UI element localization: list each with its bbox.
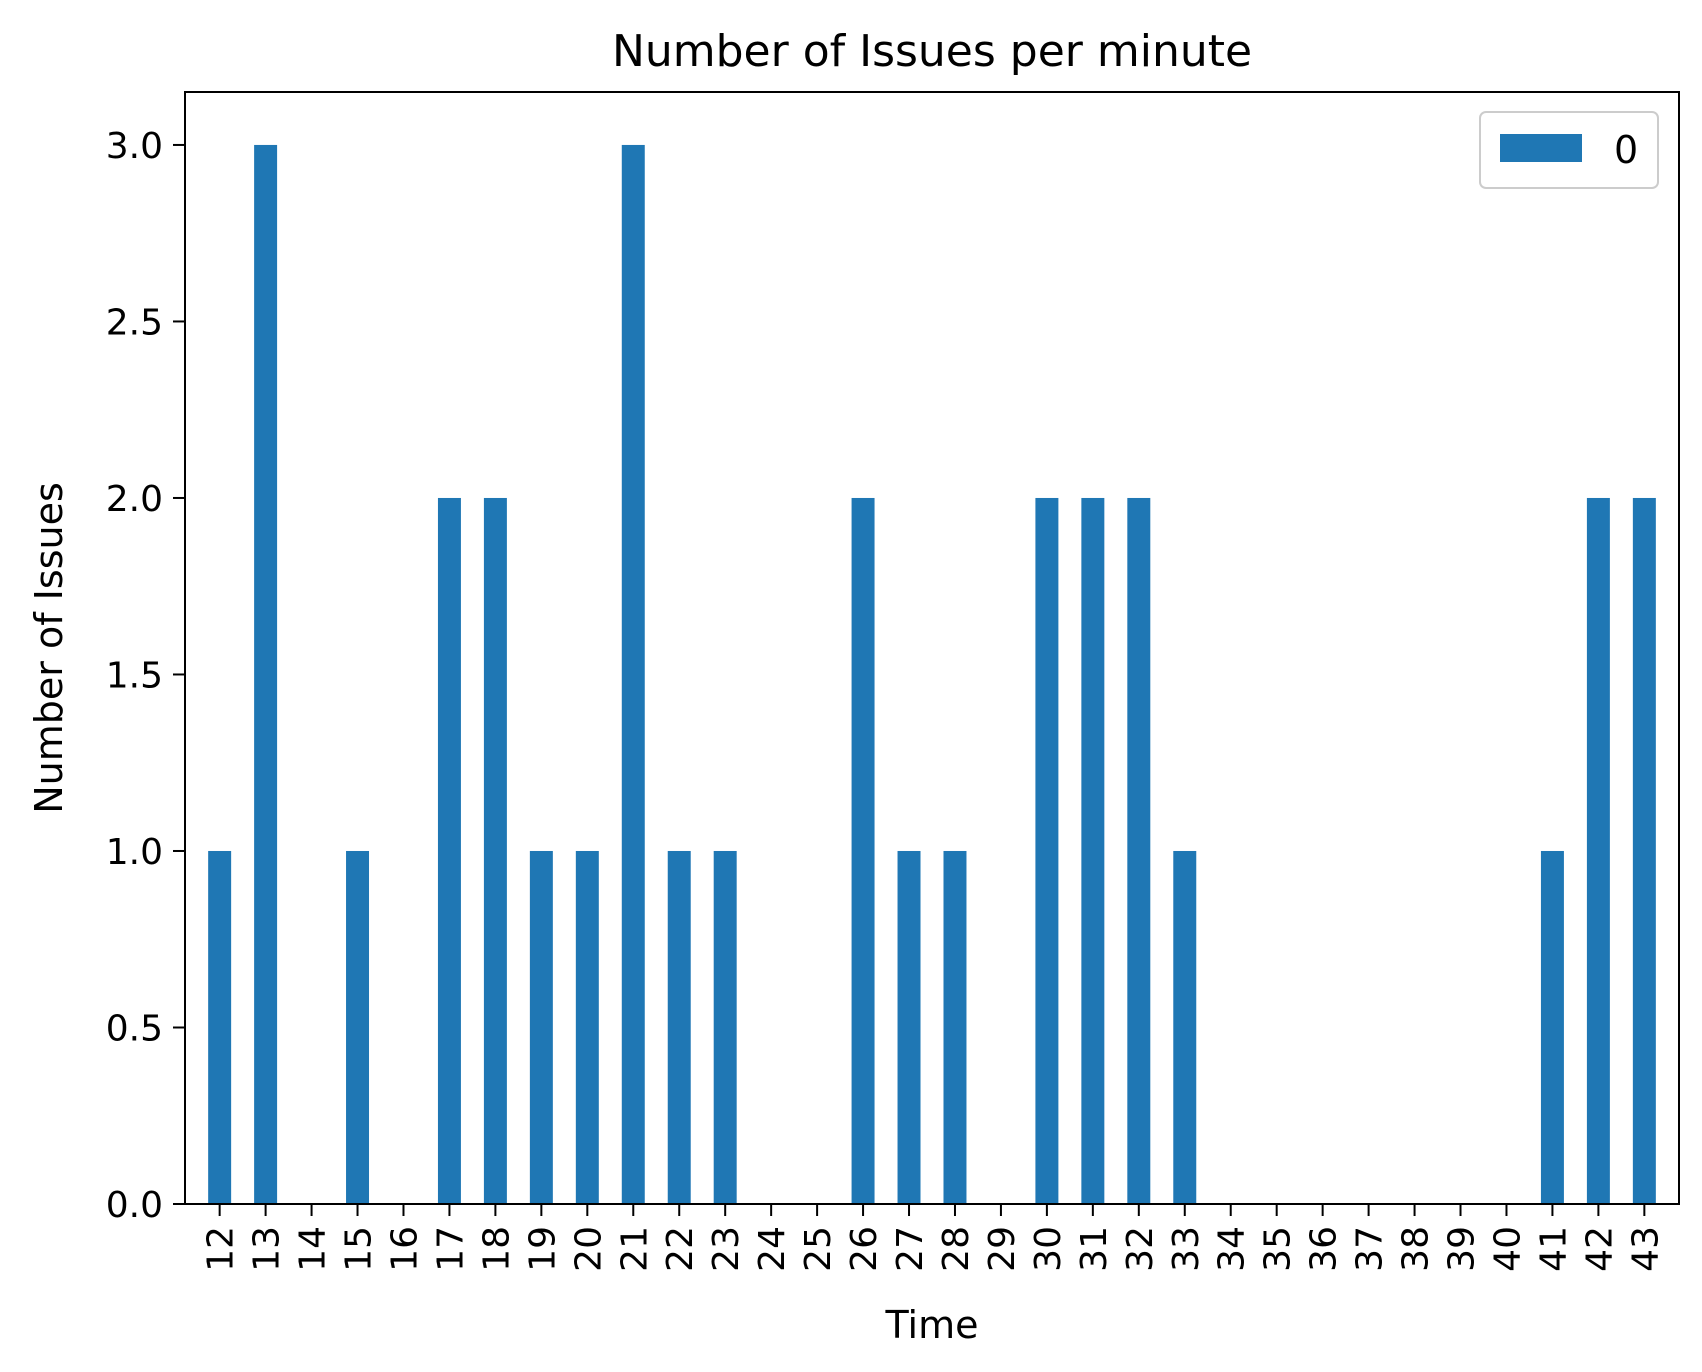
plot-frame <box>184 91 1680 1205</box>
y-axis-label: Number of Issues <box>27 482 71 814</box>
bar-20 <box>575 850 599 1204</box>
x-tick-label: 27 <box>890 1226 931 1272</box>
x-tick-label: 26 <box>844 1226 885 1272</box>
x-tick-label: 38 <box>1396 1226 1437 1272</box>
x-tick-label: 31 <box>1074 1226 1115 1272</box>
x-tick-label: 32 <box>1120 1226 1161 1272</box>
y-tick-label: 3.0 <box>106 126 163 167</box>
x-axis-ticks: 12 13 14 15 16 17 18 19 20 21 22 23 24 25 26 27 28 29 30 31… <box>201 1204 1666 1272</box>
bar-15 <box>346 850 370 1204</box>
x-tick-label: 20 <box>568 1226 609 1272</box>
x-tick-label: 16 <box>384 1226 425 1272</box>
bar-32 <box>1127 497 1151 1205</box>
bar-41 <box>1540 850 1564 1204</box>
legend-label: 0 <box>1614 128 1638 172</box>
bars-layer <box>208 144 1656 1205</box>
x-tick-label: 12 <box>201 1226 242 1272</box>
x-tick-label: 36 <box>1304 1226 1345 1272</box>
y-tick-label: 0.0 <box>106 1185 163 1226</box>
x-tick-label: 17 <box>430 1226 471 1272</box>
x-tick-label: 29 <box>982 1226 1023 1272</box>
x-tick-label: 40 <box>1487 1226 1528 1272</box>
x-tick-label: 33 <box>1166 1226 1207 1272</box>
legend: 0 <box>1479 111 1659 189</box>
legend-swatch <box>1500 134 1582 162</box>
x-tick-label: 22 <box>660 1226 701 1272</box>
x-tick-label: 24 <box>752 1226 793 1272</box>
x-tick-label: 15 <box>339 1226 380 1272</box>
bar-22 <box>667 850 691 1204</box>
x-tick-label: 19 <box>522 1226 563 1272</box>
y-tick-label: 1.0 <box>106 832 163 873</box>
chart-title: Number of Issues per minute <box>612 26 1252 77</box>
bar-26 <box>851 497 875 1205</box>
y-axis-ticks: 0.0 0.5 1.0 1.5 2.0 2.5 3.0 <box>106 126 185 1226</box>
x-tick-label: 30 <box>1028 1226 1069 1272</box>
x-tick-label: 34 <box>1212 1226 1253 1272</box>
x-tick-label: 21 <box>614 1226 655 1272</box>
x-tick-label: 18 <box>476 1226 517 1272</box>
y-tick-label: 2.0 <box>106 479 163 520</box>
x-tick-label: 41 <box>1533 1226 1574 1272</box>
bar-28 <box>943 850 967 1204</box>
x-tick-label: 25 <box>798 1226 839 1272</box>
bar-19 <box>529 850 553 1204</box>
x-tick-label: 13 <box>247 1226 288 1272</box>
bar-43 <box>1632 497 1656 1205</box>
x-tick-label: 39 <box>1442 1226 1483 1272</box>
bar-27 <box>897 850 921 1204</box>
bar-31 <box>1081 497 1105 1205</box>
bar-13 <box>254 144 278 1205</box>
bar-21 <box>621 144 645 1205</box>
bar-30 <box>1035 497 1059 1205</box>
bar-17 <box>437 497 461 1205</box>
x-tick-label: 42 <box>1579 1226 1620 1272</box>
bar-23 <box>713 850 737 1204</box>
bar-18 <box>483 497 507 1205</box>
y-tick-label: 2.5 <box>106 302 163 343</box>
x-tick-label: 37 <box>1350 1226 1391 1272</box>
x-tick-label: 23 <box>706 1226 747 1272</box>
x-tick-label: 43 <box>1625 1226 1666 1272</box>
bar-42 <box>1586 497 1610 1205</box>
x-axis-label: Time <box>885 1303 979 1347</box>
y-tick-label: 1.5 <box>106 655 163 696</box>
y-tick-label: 0.5 <box>106 1008 163 1049</box>
x-tick-label: 28 <box>936 1226 977 1272</box>
bar-33 <box>1173 850 1197 1204</box>
x-tick-label: 35 <box>1258 1226 1299 1272</box>
x-tick-label: 14 <box>293 1226 334 1272</box>
bar-12 <box>208 850 232 1204</box>
